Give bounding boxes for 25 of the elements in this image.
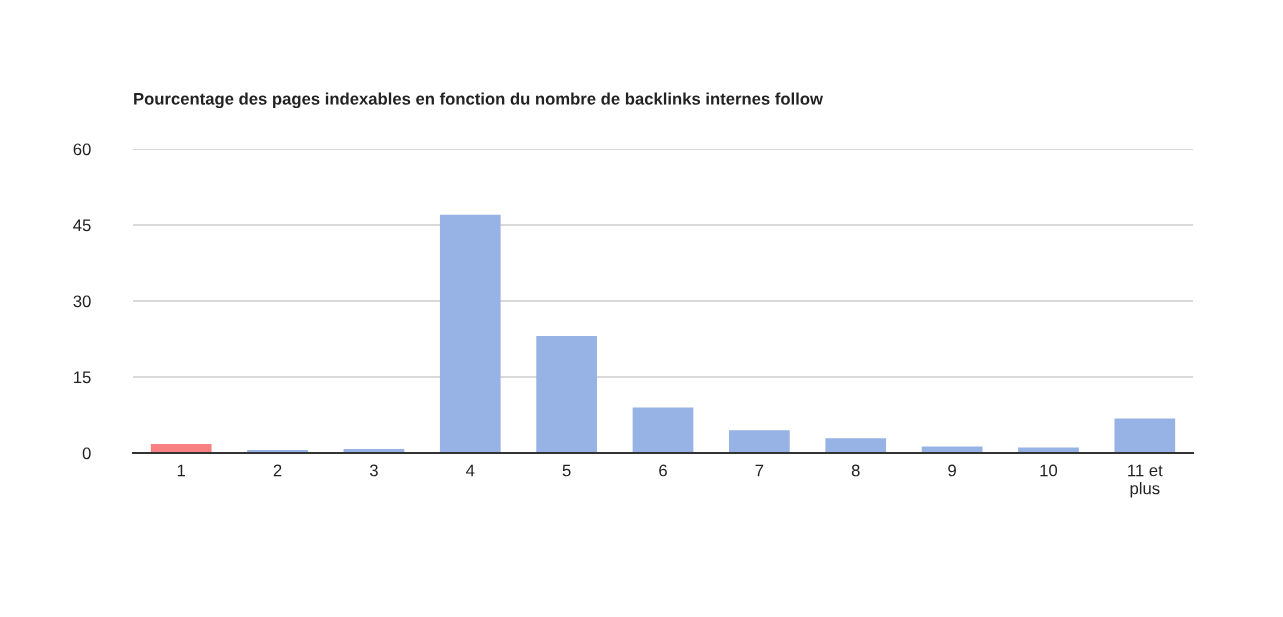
bar: [1114, 418, 1176, 453]
y-tick-label: 45: [73, 219, 91, 232]
bar: [825, 438, 887, 453]
x-tick-label: 2: [273, 464, 282, 477]
x-tick-label: 10: [1040, 464, 1058, 477]
bar: [729, 430, 790, 453]
bar: [439, 214, 501, 453]
x-tick-label: 6: [659, 464, 667, 477]
x-tick-label: 11 et plus: [1128, 464, 1163, 498]
y-tick-label: 0: [82, 447, 91, 460]
bar: [536, 335, 597, 453]
bar: [632, 407, 694, 453]
x-tick-label: 7: [755, 464, 764, 477]
x-tick-label: 4: [466, 464, 475, 477]
bar: [921, 446, 983, 453]
y-tick-label: 15: [74, 371, 91, 384]
x-tick-label: 3: [369, 464, 378, 477]
bar: [1018, 447, 1079, 453]
x-tick-label: 5: [562, 464, 571, 477]
x-tick-label: 9: [948, 464, 956, 477]
y-tick-label: 30: [73, 295, 91, 308]
chart-title: Pourcentage des pages indexables en fonction du nombre de backlinks internes follow: [134, 92, 823, 109]
y-tick-label: 60: [73, 143, 91, 156]
x-tick-label: 1: [177, 464, 185, 477]
x-tick-label: 8: [851, 464, 860, 477]
